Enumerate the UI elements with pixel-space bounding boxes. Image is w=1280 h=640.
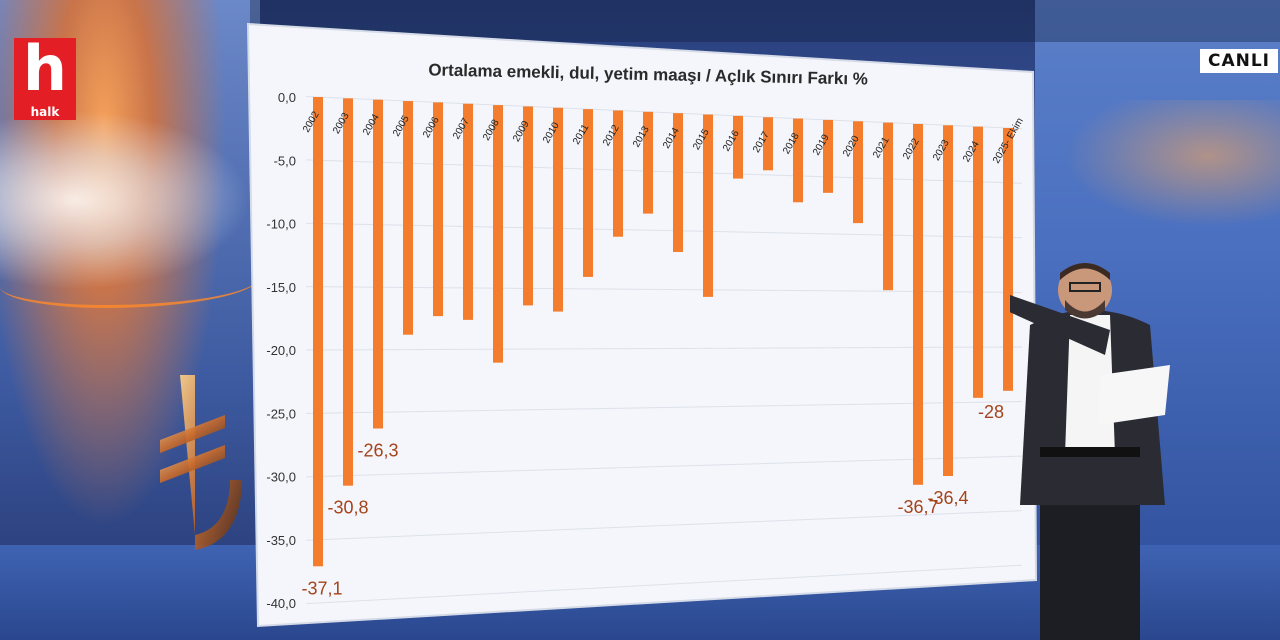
bar (853, 121, 863, 224)
bar (463, 103, 473, 320)
x-category-label: 2017 (751, 130, 772, 155)
bar (673, 113, 683, 252)
bar (583, 109, 593, 277)
x-axis-labels: 2002 2003 2004 2005 2006 2007 2008 2009 2010 2011… (301, 109, 1026, 165)
bar (553, 107, 563, 312)
x-category-label: 2008 (481, 117, 502, 142)
x-category-label: 2025- Ekim (991, 116, 1026, 165)
bar (733, 115, 743, 179)
y-axis-ticks: 0,0-5,0-10,0-15,0-20,0-25,0-30,0-35,0-40… (266, 90, 296, 611)
y-tick-label: -10,0 (266, 217, 296, 232)
y-tick-label: -20,0 (266, 343, 296, 358)
bars (313, 97, 1013, 567)
bar (793, 118, 803, 203)
presenter-figure (1010, 263, 1170, 640)
chart-panel (246, 22, 1038, 628)
grid-line (305, 401, 1023, 414)
grid-line (305, 95, 1023, 130)
bar (883, 122, 893, 291)
x-category-label: 2024 (961, 139, 982, 164)
studio-light-glow (1040, 100, 1280, 240)
x-category-label: 2007 (451, 116, 472, 141)
grid-line (305, 286, 1023, 293)
bar (763, 117, 773, 171)
grid-line (305, 159, 1023, 184)
bar (643, 111, 653, 214)
x-category-label: 2022 (901, 136, 922, 161)
x-category-label: 2012 (601, 123, 622, 148)
x-category-label: 2003 (331, 111, 352, 136)
bar (613, 110, 623, 237)
x-category-label: 2019 (811, 132, 832, 157)
x-category-label: 2018 (781, 131, 802, 156)
x-category-label: 2011 (571, 122, 591, 147)
channel-logo: h halk (14, 38, 76, 120)
x-category-label: 2013 (631, 124, 652, 149)
data-label: -28 (978, 402, 1004, 422)
bar (973, 126, 983, 398)
x-category-label: 2016 (721, 128, 742, 153)
grid-line (305, 510, 1023, 541)
x-category-label: 2021 (871, 135, 892, 160)
bar (703, 114, 713, 297)
y-tick-label: -5,0 (274, 153, 296, 168)
chart-title: Ortalama emekli, dul, yetim maaşı / Açlı… (428, 60, 868, 88)
studio-ceiling (250, 0, 1280, 42)
y-tick-label: -25,0 (266, 406, 296, 421)
bar (943, 125, 953, 476)
x-category-label: 2004 (361, 112, 382, 137)
x-category-label: 2002 (301, 109, 322, 134)
x-category-label: 2010 (541, 120, 562, 145)
bar (913, 123, 923, 485)
grid-line (305, 222, 1023, 239)
bar (313, 97, 323, 567)
data-label: -30,8 (327, 498, 368, 518)
logo-subtitle: halk (14, 104, 76, 120)
turkish-lira-icon (160, 375, 242, 550)
y-tick-label: -15,0 (266, 280, 296, 295)
data-label: -36,7 (897, 497, 938, 517)
y-tick-label: -30,0 (266, 470, 296, 485)
grid-line (305, 346, 1023, 351)
y-tick-label: 0,0 (278, 90, 296, 105)
x-category-label: 2014 (661, 126, 682, 151)
bar (823, 119, 833, 193)
x-category-label: 2009 (511, 119, 532, 144)
bar (403, 101, 413, 335)
orange-light-arc (0, 255, 260, 308)
x-category-label: 2005 (391, 113, 412, 138)
bar (343, 98, 353, 486)
x-category-label: 2023 (931, 138, 952, 163)
grid-lines (305, 95, 1023, 605)
x-category-label: 2020 (841, 134, 862, 159)
bar (523, 106, 533, 306)
grid-line (305, 455, 1023, 478)
x-category-label: 2015 (691, 127, 712, 152)
data-label: -26,3 (357, 441, 398, 461)
bar (373, 99, 383, 429)
x-category-label: 2006 (421, 115, 442, 140)
bar (433, 102, 443, 317)
logo-letter: h (14, 38, 76, 104)
live-badge: CANLI (1200, 49, 1278, 73)
bar (493, 105, 503, 363)
data-label: -36,4 (927, 488, 968, 508)
